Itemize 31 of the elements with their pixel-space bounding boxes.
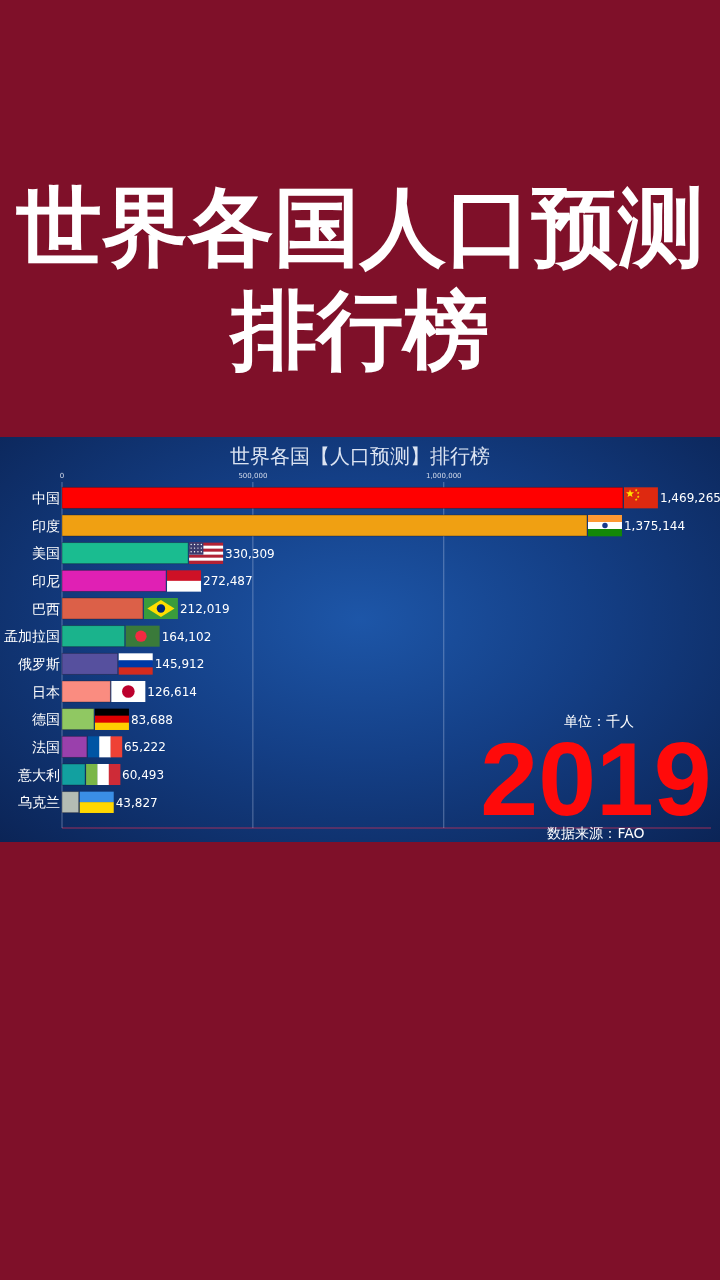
data-label: 272,487 (203, 574, 253, 589)
bar (61, 652, 119, 675)
data-label: 164,102 (161, 629, 212, 644)
y-tick-label: 法国 (32, 738, 60, 755)
data-label: 212,019 (179, 602, 230, 616)
data-label: 65,222 (123, 740, 166, 755)
data-label: 83,688 (130, 712, 173, 727)
y-tick-label: 印度 (32, 517, 60, 534)
data-label: 330,309 (225, 546, 275, 561)
y-tick-label: 美国 (32, 545, 60, 562)
y-tick-label: 日本 (32, 683, 60, 700)
data-label: 43,827 (115, 795, 158, 810)
bar (61, 514, 588, 537)
chart-title: 世界各国人口预测排行榜 (15, 176, 705, 382)
y-tick-label: 德国 (32, 711, 60, 728)
y-tick-label: 印尼 (32, 572, 60, 589)
data-label: 60,493 (122, 768, 165, 782)
bar (61, 708, 95, 731)
y-tick-label: 孟加拉国 (4, 628, 60, 645)
y-tick-label: 巴西 (32, 600, 60, 617)
chart-subtitle: 世界各国【人口预测】排行榜 (230, 444, 490, 468)
data-label: 126,614 (147, 685, 197, 699)
y-tick-label: 俄罗斯 (18, 655, 60, 672)
annotation: 数据来源：FAO (547, 825, 645, 841)
y-tick-label: 意大利 (17, 766, 60, 783)
y-tick-label: 乌克兰 (18, 794, 60, 811)
annotation: 单位：千人 (564, 713, 634, 729)
data-label: 1,469,265 (659, 491, 720, 506)
y-tick-label: 中国 (32, 489, 60, 506)
data-label: 1,375,144 (623, 519, 686, 533)
data-label: 145,912 (154, 657, 205, 672)
